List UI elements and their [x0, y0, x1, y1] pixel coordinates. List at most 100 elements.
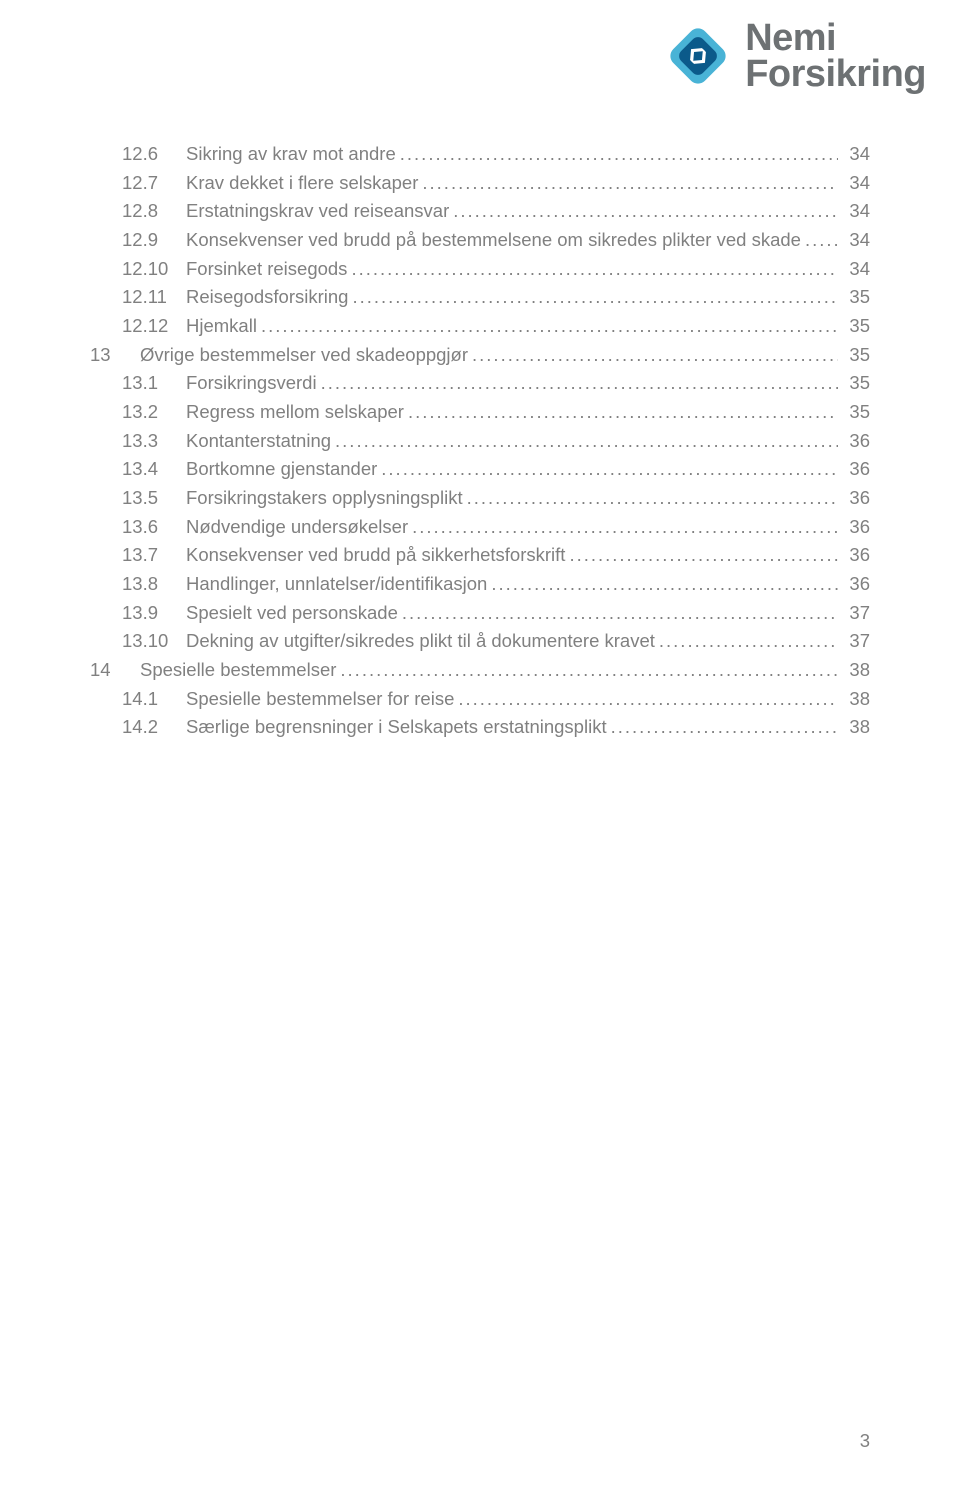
- toc-entry-title: Kontanterstatning: [186, 427, 331, 456]
- toc-entry-number: 13: [90, 341, 140, 370]
- toc-entry: 12.12Hjemkall 35: [90, 312, 870, 341]
- toc-entry-leader: [400, 140, 838, 169]
- toc-entry-leader: [467, 484, 838, 513]
- toc-entry-number: 12.7: [122, 169, 186, 198]
- toc-entry-number: 13.10: [122, 627, 186, 656]
- toc-entry-title: Konsekvenser ved brudd på sikkerhetsfors…: [186, 541, 565, 570]
- toc-entry: 13.1Forsikringsverdi35: [90, 369, 870, 398]
- toc-entry: 13.8Handlinger, unnlatelser/identifikasj…: [90, 570, 870, 599]
- toc-entry-page: 34: [842, 140, 870, 169]
- toc-entry-page: 35: [842, 398, 870, 427]
- toc-entry-page: 36: [842, 484, 870, 513]
- brand-text: Nemi Forsikring: [745, 20, 926, 92]
- toc-entry-number: 12.10: [122, 255, 186, 284]
- toc-entry-title: Spesielt ved personskade: [186, 599, 398, 628]
- toc-entry-title: Regress mellom selskaper: [186, 398, 404, 427]
- toc-entry-leader: [321, 369, 838, 398]
- toc-entry-leader: [805, 226, 838, 255]
- toc-entry-number: 13.7: [122, 541, 186, 570]
- toc-entry-page: 36: [842, 570, 870, 599]
- toc-entry-title: Konsekvenser ved brudd på bestemmelsene …: [186, 226, 801, 255]
- toc-entry: 13.10Dekning av utgifter/sikredes plikt …: [90, 627, 870, 656]
- toc-entry-title: Hjemkall: [186, 312, 257, 341]
- toc-entry-number: 13.9: [122, 599, 186, 628]
- brand-logo: Nemi Forsikring: [663, 20, 926, 92]
- toc-entry: 13.5Forsikringstakers opplysningsplikt36: [90, 484, 870, 513]
- toc-entry-leader: [611, 713, 838, 742]
- toc-entry-number: 12.12: [122, 312, 186, 341]
- toc-entry-title: Reisegodsforsikring: [186, 283, 348, 312]
- document-page: Nemi Forsikring 12.6Sikring av krav mot …: [0, 0, 960, 1507]
- toc-entry-title: Forsikringsverdi: [186, 369, 317, 398]
- table-of-contents: 12.6Sikring av krav mot andre3412.7Krav …: [90, 140, 870, 742]
- toc-entry-page: 37: [842, 627, 870, 656]
- toc-entry-number: 12.9: [122, 226, 186, 255]
- toc-entry-title: Handlinger, unnlatelser/identifikasjon: [186, 570, 487, 599]
- toc-entry-page: 38: [842, 656, 870, 685]
- toc-entry-page: 37: [842, 599, 870, 628]
- toc-entry-leader: [659, 627, 838, 656]
- toc-entry-page: 36: [842, 541, 870, 570]
- toc-entry-leader: [352, 283, 838, 312]
- toc-entry-number: 13.3: [122, 427, 186, 456]
- toc-entry-number: 14: [90, 656, 140, 685]
- toc-entry-number: 13.6: [122, 513, 186, 542]
- toc-entry-number: 13.8: [122, 570, 186, 599]
- toc-entry-leader: [472, 341, 838, 370]
- toc-entry-leader: [412, 513, 838, 542]
- toc-entry-page: 38: [842, 685, 870, 714]
- toc-entry-leader: [491, 570, 838, 599]
- toc-entry-page: 36: [842, 455, 870, 484]
- toc-entry: 13.3Kontanterstatning 36: [90, 427, 870, 456]
- toc-entry-leader: [458, 685, 838, 714]
- toc-entry: 12.6Sikring av krav mot andre 34: [90, 140, 870, 169]
- brand-line-2: Forsikring: [745, 56, 926, 92]
- toc-entry: 12.8Erstatningskrav ved reiseansvar 34: [90, 197, 870, 226]
- toc-entry-number: 12.8: [122, 197, 186, 226]
- toc-entry-leader: [422, 169, 838, 198]
- toc-entry: 12.10Forsinket reisegods34: [90, 255, 870, 284]
- page-number: 3: [860, 1430, 870, 1452]
- toc-entry-leader: [340, 656, 838, 685]
- toc-entry-leader: [569, 541, 838, 570]
- toc-entry-title: Nødvendige undersøkelser: [186, 513, 408, 542]
- toc-entry-number: 13.2: [122, 398, 186, 427]
- toc-entry: 14.2Særlige begrensninger i Selskapets e…: [90, 713, 870, 742]
- toc-entry: 13.4Bortkomne gjenstander36: [90, 455, 870, 484]
- toc-entry: 14.1Spesielle bestemmelser for reise38: [90, 685, 870, 714]
- toc-entry-page: 36: [842, 513, 870, 542]
- toc-entry: 13.9Spesielt ved personskade 37: [90, 599, 870, 628]
- toc-entry-title: Erstatningskrav ved reiseansvar: [186, 197, 449, 226]
- toc-entry-title: Forsikringstakers opplysningsplikt: [186, 484, 463, 513]
- toc-entry-title: Spesielle bestemmelser for reise: [186, 685, 454, 714]
- toc-entry: 12.7Krav dekket i flere selskaper 34: [90, 169, 870, 198]
- toc-entry-leader: [381, 455, 838, 484]
- toc-entry-number: 12.11: [122, 283, 186, 312]
- toc-entry-page: 34: [842, 169, 870, 198]
- toc-entry: 13.6Nødvendige undersøkelser 36: [90, 513, 870, 542]
- toc-entry-page: 35: [842, 341, 870, 370]
- toc-entry: 12.11Reisegodsforsikring35: [90, 283, 870, 312]
- toc-entry-page: 34: [842, 197, 870, 226]
- toc-entry-leader: [408, 398, 838, 427]
- toc-entry-page: 36: [842, 427, 870, 456]
- toc-entry-page: 35: [842, 369, 870, 398]
- toc-entry-number: 12.6: [122, 140, 186, 169]
- toc-entry-page: 35: [842, 312, 870, 341]
- toc-entry-title: Forsinket reisegods: [186, 255, 347, 284]
- toc-entry-title: Krav dekket i flere selskaper: [186, 169, 418, 198]
- toc-entry-page: 34: [842, 226, 870, 255]
- toc-entry-number: 14.2: [122, 713, 186, 742]
- toc-entry-page: 38: [842, 713, 870, 742]
- toc-entry-title: Øvrige bestemmelser ved skadeoppgjør: [140, 341, 468, 370]
- toc-entry-leader: [335, 427, 838, 456]
- toc-entry: 14Spesielle bestemmelser38: [90, 656, 870, 685]
- toc-entry-title: Bortkomne gjenstander: [186, 455, 377, 484]
- toc-entry-title: Sikring av krav mot andre: [186, 140, 396, 169]
- toc-entry-title: Dekning av utgifter/sikredes plikt til å…: [186, 627, 655, 656]
- brand-icon: [663, 21, 733, 91]
- toc-entry: 12.9Konsekvenser ved brudd på bestemmels…: [90, 226, 870, 255]
- toc-entry: 13Øvrige bestemmelser ved skadeoppgjør 35: [90, 341, 870, 370]
- toc-entry-leader: [453, 197, 838, 226]
- toc-entry: 13.2Regress mellom selskaper 35: [90, 398, 870, 427]
